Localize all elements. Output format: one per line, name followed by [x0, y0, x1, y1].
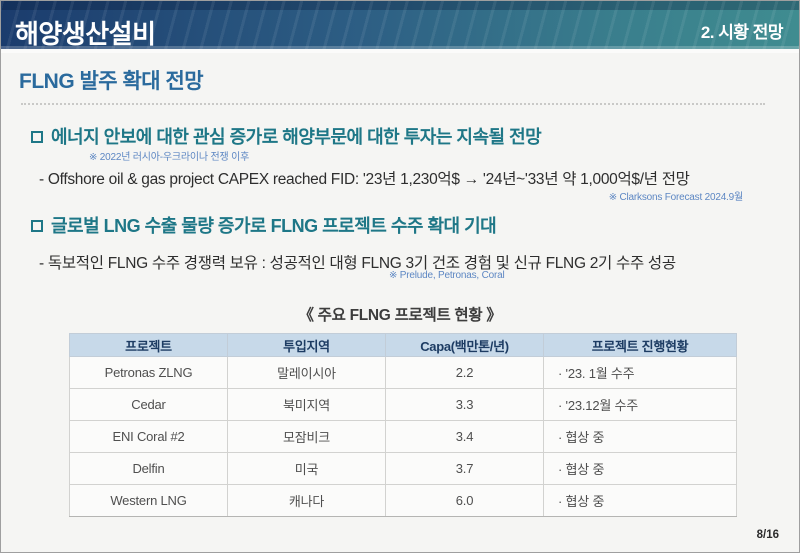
cell-region: 북미지역 [227, 388, 386, 421]
flng-project-table: 프로젝트 투입지역 Capa(백만톤/년) 프로젝트 진행현황 Petronas… [69, 333, 737, 517]
cell-project: Delfin [69, 452, 228, 485]
section-heading-text: 에너지 안보에 대한 관심 증가로 해양부문에 대한 투자는 지속될 전망 [51, 127, 542, 147]
source-footnote: ※ Clarksons Forecast 2024.9월 [608, 192, 743, 203]
square-bullet-icon [31, 219, 43, 232]
column-header-capacity: Capa(백만톤/년) [385, 333, 544, 357]
slide-header-title: 해양생산설비 [15, 19, 156, 49]
column-header-project: 프로젝트 [69, 333, 228, 357]
section-detail-text: - Offshore oil & gas project CAPEX reach… [39, 171, 690, 188]
cell-capacity: 3.3 [385, 388, 544, 421]
slide-header-section-label: 2. 시황 전망 [700, 23, 784, 42]
cell-region: 말레이시아 [227, 356, 386, 389]
section-lng-export-heading: 글로벌 LNG 수출 물량 증가로 FLNG 프로젝트 수주 확대 기대 [31, 212, 497, 238]
square-bullet-icon [31, 130, 43, 143]
table-title: 《 주요 FLNG 프로젝트 현황 》 [298, 307, 502, 324]
cell-capacity: 3.7 [385, 452, 544, 485]
cell-project: ENI Coral #2 [69, 420, 228, 453]
title-divider [21, 103, 765, 105]
table-row: Western LNG 캐나다 6.0 · 협상 중 [69, 484, 737, 517]
cell-status: · '23. 1월 수주 [543, 356, 737, 389]
cell-project: Western LNG [69, 484, 228, 517]
table-row: Cedar 북미지역 3.3 · '23.12월 수주 [69, 388, 737, 421]
table-row: ENI Coral #2 모잠비크 3.4 · 협상 중 [69, 420, 737, 453]
cell-region: 캐나다 [227, 484, 386, 517]
column-header-region: 투입지역 [227, 333, 386, 357]
source-footnote: ※ Prelude, Petronas, Coral [389, 270, 505, 281]
cell-capacity: 2.2 [385, 356, 544, 389]
cell-project: Cedar [69, 388, 228, 421]
table-row: Delfin 미국 3.7 · 협상 중 [69, 452, 737, 485]
section-heading-text: 글로벌 LNG 수출 물량 증가로 FLNG 프로젝트 수주 확대 기대 [51, 216, 497, 236]
cell-region: 모잠비크 [227, 420, 386, 453]
page-number: 8/16 [756, 529, 779, 541]
cell-status: · '23.12월 수주 [543, 388, 737, 421]
cell-capacity: 3.4 [385, 420, 544, 453]
slide-header: 해양생산설비 2. 시황 전망 [1, 1, 799, 53]
section-detail-text: - 독보적인 FLNG 수주 경쟁력 보유 : 성공적인 대형 FLNG 3기 … [39, 255, 676, 272]
table-row: Petronas ZLNG 말레이시아 2.2 · '23. 1월 수주 [69, 356, 737, 389]
cell-capacity: 6.0 [385, 484, 544, 517]
cell-status: · 협상 중 [543, 484, 737, 517]
column-header-status: 프로젝트 진행현황 [543, 333, 737, 357]
section-footnote: ※ 2022년 러시아-우크라이나 전쟁 이후 [89, 152, 250, 163]
cell-project: Petronas ZLNG [69, 356, 228, 389]
table-header-row: 프로젝트 투입지역 Capa(백만톤/년) 프로젝트 진행현황 [69, 333, 737, 357]
cell-status: · 협상 중 [543, 452, 737, 485]
cell-region: 미국 [227, 452, 386, 485]
cell-status: · 협상 중 [543, 420, 737, 453]
section-energy-security-heading: 에너지 안보에 대한 관심 증가로 해양부문에 대한 투자는 지속될 전망 [31, 123, 542, 149]
page-title: FLNG 발주 확대 전망 [19, 70, 204, 93]
